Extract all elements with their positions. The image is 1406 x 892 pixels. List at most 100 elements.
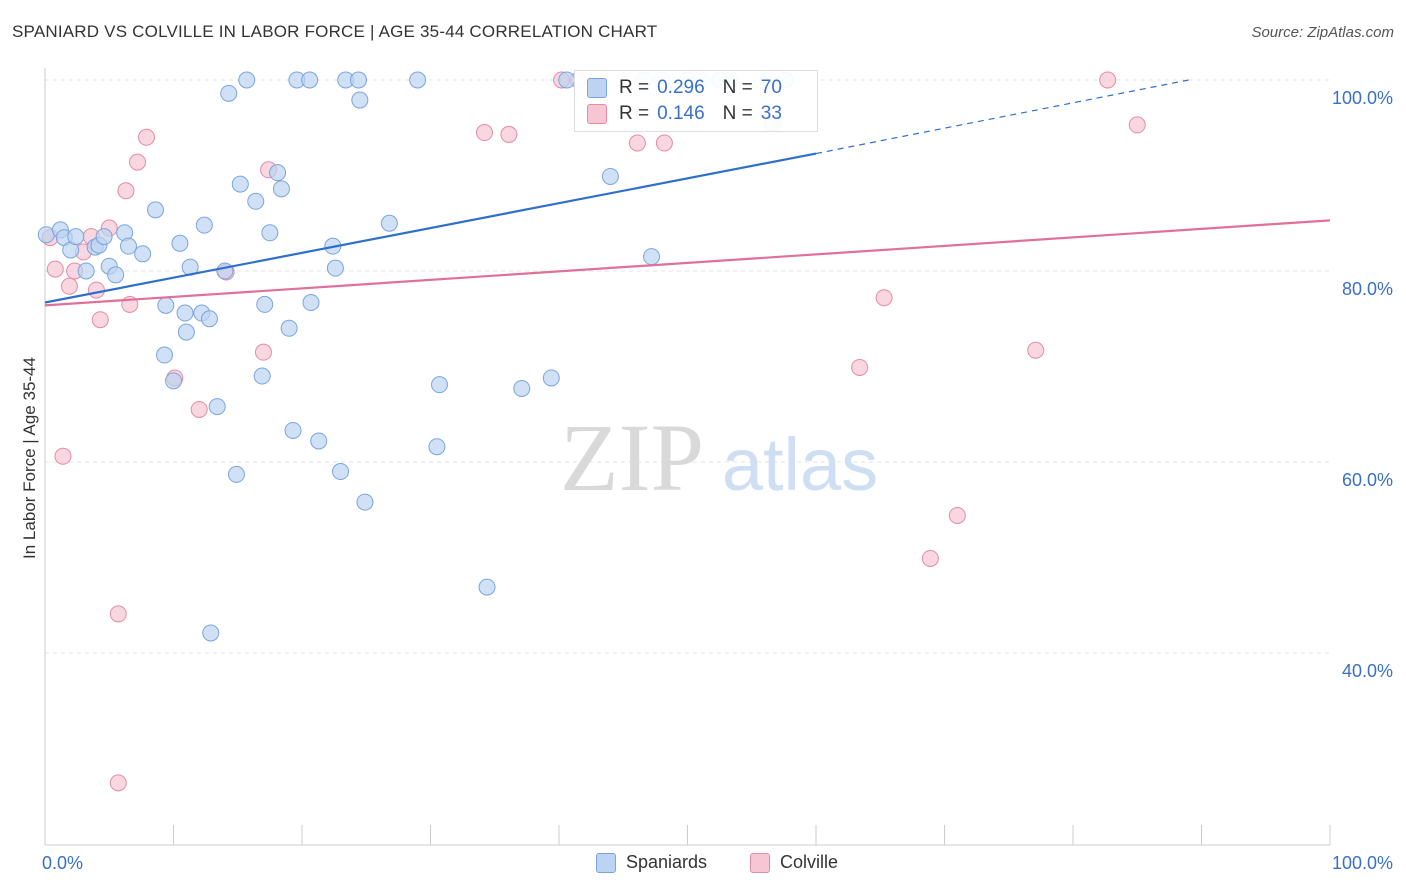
colville-point [1128,116,1146,134]
colville-point [60,277,78,295]
colville-point [190,400,208,418]
spaniards-point [513,379,531,397]
colville-point [46,260,64,278]
n-label: N = [722,77,753,98]
n-label: N = [722,103,753,124]
spaniards-point [478,578,496,596]
spaniards-point [171,234,189,252]
spaniards-swatch [587,78,607,98]
chart-title: SPANIARD VS COLVILLE IN LABOR FORCE | AG… [12,22,658,41]
spaniards-point [220,84,238,102]
colville-point [655,134,673,152]
y-tick-label: 80.0% [1342,279,1393,299]
spaniards-point [280,319,298,337]
colville-point [628,134,646,152]
stats-legend: R = 0.296 N = 70 R = 0.146 N = 33 [574,70,818,132]
axes [44,68,1331,846]
spaniards-point [120,237,138,255]
spaniards-point [643,248,661,266]
spaniards-trend-extension [815,79,1189,155]
spaniards-point [542,369,560,387]
spaniards-point [147,201,165,219]
colville-legend-swatch [750,852,770,873]
spaniards-point [165,372,182,390]
colville-point [1099,71,1117,89]
watermark: ZIP atlas [560,404,878,511]
spaniards-point [256,295,274,313]
spaniards-point [261,224,279,242]
spaniards-trend-line [44,152,817,304]
spaniards-point [134,245,152,263]
series-legend: Spaniards Colville [0,852,1406,878]
colville-point [875,289,893,307]
stats-row-colville: R = 0.146 N = 33 [587,102,782,126]
tick-labels: 40.0% 60.0% 80.0% 100.0% 0.0% 100.0% [42,88,1393,873]
spaniards-point [601,167,619,185]
n-value: 70 [760,77,782,98]
watermark-atlas: atlas [722,423,878,506]
y-axis-label: In Labor Force | Age 35-44 [20,357,39,559]
spaniards-point [202,624,220,642]
spaniards-point [253,367,271,385]
spaniards-point [107,266,125,284]
spaniards-point [67,228,85,246]
spaniards-point [284,421,302,439]
legend-label-colville: Colville [780,852,839,872]
spaniards-point [208,398,226,416]
spaniards-points [37,71,794,642]
trend-lines [44,79,1331,307]
colville-point [129,153,147,171]
spaniards-point [380,214,398,232]
spaniards-point [351,91,369,109]
colville-trend-line [44,219,1331,307]
colville-swatch [587,104,607,124]
spaniards-point [332,463,350,481]
n-value: 33 [760,103,782,124]
spaniards-point [409,71,427,89]
legend-item-spaniards[interactable]: Spaniards [596,852,707,873]
spaniards-point [430,376,448,394]
legend-item-colville[interactable]: Colville [750,852,838,873]
spaniards-point [77,262,95,280]
colville-points [41,71,1146,792]
spaniards-point [227,465,245,483]
colville-point [921,549,939,567]
spaniards-point [176,304,194,322]
spaniards-point [156,346,174,364]
r-label: R = [619,77,650,98]
spaniards-point [301,71,319,89]
colville-point [475,124,493,142]
colville-point [91,311,109,329]
spaniards-point [356,493,374,511]
spaniards-point [272,180,290,198]
spaniards-point [95,228,113,246]
spaniards-point [231,175,249,193]
spaniards-point [216,262,234,280]
colville-point [109,605,127,623]
legend-label-spaniards: Spaniards [626,852,708,872]
source-label: Source: ZipAtlas.com [1251,24,1394,41]
x-tick-label-min: 0.0% [42,853,83,873]
colville-point [138,128,156,146]
y-tick-label: 40.0% [1342,661,1393,681]
spaniards-point [302,294,320,312]
spaniards-point [247,192,265,210]
colville-point [1027,341,1045,359]
spaniards-point [157,296,175,314]
stats-row-spaniards: R = 0.296 N = 70 [587,76,782,100]
colville-point [117,182,135,200]
colville-point [254,343,272,361]
spaniards-point [269,164,287,182]
spaniards-point [326,259,344,277]
gridlines [45,79,1330,654]
spaniards-point [238,71,256,89]
r-value: 0.146 [657,103,705,124]
spaniards-point [37,226,55,244]
spaniards-point [558,71,576,89]
spaniards-point [428,438,446,456]
colville-point [87,281,105,299]
x-tick-label-max: 100.0% [1332,853,1393,873]
spaniards-point [195,216,213,234]
watermark-zip: ZIP [560,404,704,511]
